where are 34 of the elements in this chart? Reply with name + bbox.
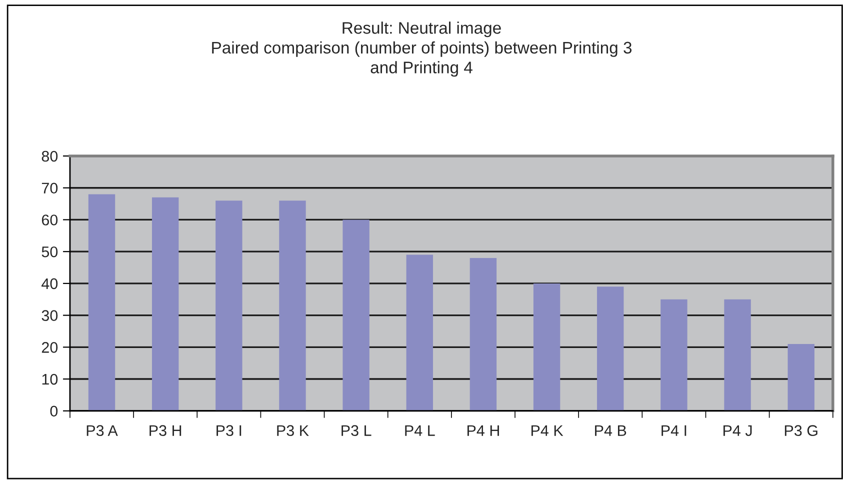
bar xyxy=(406,254,433,411)
x-tick-label: P4 I xyxy=(662,425,686,436)
bar xyxy=(152,197,179,411)
bar xyxy=(342,220,370,411)
bar xyxy=(470,258,497,411)
x-tick-label: P3 H xyxy=(150,425,182,436)
bar xyxy=(788,344,814,411)
x-tick-label: P3 A xyxy=(86,425,118,436)
bar xyxy=(597,286,624,411)
y-tick-label: 0 xyxy=(50,406,58,417)
chart-title: Result: Neutral image Paired comparison (number of points) between Printing 3 and Printing 4 xyxy=(212,22,632,77)
x-tick-label: P3 G xyxy=(784,425,818,436)
x-tick-label: P4 L xyxy=(405,425,435,436)
x-tick-label: P4 H xyxy=(467,425,499,436)
bar xyxy=(216,200,242,411)
x-tick-label: P3 I xyxy=(216,425,242,436)
bar xyxy=(88,194,116,411)
x-tick-label: P4 J xyxy=(723,425,752,436)
y-tick-label: 50 xyxy=(42,246,58,258)
bar xyxy=(660,299,688,411)
y-tick-label: 70 xyxy=(42,182,58,194)
x-tick-label: P4 B xyxy=(595,425,626,436)
y-tick-label: 80 xyxy=(42,150,58,162)
bar xyxy=(279,200,306,411)
y-tick-label: 30 xyxy=(42,310,58,321)
bar xyxy=(724,299,751,411)
x-tick-label: P3 L xyxy=(342,425,372,436)
y-tick-label: 20 xyxy=(42,342,58,353)
y-tick-label: 40 xyxy=(42,278,58,290)
y-tick-label: 60 xyxy=(42,214,58,226)
x-tick-label: P3 K xyxy=(277,425,309,436)
x-tick-label: P4 K xyxy=(531,425,564,436)
y-tick-label: 10 xyxy=(42,374,58,385)
bar xyxy=(533,283,560,411)
